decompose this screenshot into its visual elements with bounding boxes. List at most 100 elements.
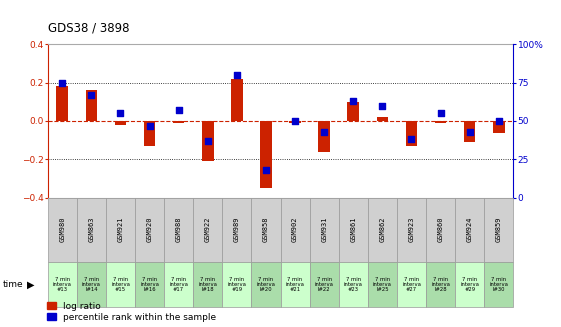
Text: GSM858: GSM858: [263, 217, 269, 242]
Text: GSM988: GSM988: [176, 217, 182, 242]
Point: [291, 118, 300, 124]
Point: [174, 108, 183, 113]
Bar: [280, 198, 310, 262]
Point: [261, 167, 270, 173]
Bar: [397, 262, 426, 307]
Bar: [114, 121, 126, 125]
Bar: [48, 262, 77, 307]
Bar: [484, 262, 513, 307]
Point: [378, 103, 387, 108]
Bar: [368, 262, 397, 307]
Bar: [406, 121, 417, 146]
Bar: [135, 198, 164, 262]
Text: GDS38 / 3898: GDS38 / 3898: [48, 21, 129, 34]
Bar: [193, 262, 222, 307]
Bar: [455, 198, 484, 262]
Text: time: time: [3, 280, 24, 289]
Bar: [222, 262, 251, 307]
Bar: [347, 102, 359, 121]
Bar: [339, 262, 368, 307]
Bar: [260, 121, 272, 188]
Bar: [289, 121, 301, 123]
Text: 7 min
interva
l#28: 7 min interva l#28: [431, 277, 450, 292]
Bar: [318, 121, 330, 152]
Text: 7 min
interva
#19: 7 min interva #19: [227, 277, 246, 292]
Bar: [251, 198, 280, 262]
Text: 7 min
interva
l#16: 7 min interva l#16: [140, 277, 159, 292]
Point: [320, 129, 329, 134]
Point: [494, 118, 503, 124]
Text: 7 min
interva
#29: 7 min interva #29: [460, 277, 479, 292]
Text: 7 min
interva
#17: 7 min interva #17: [169, 277, 188, 292]
Bar: [106, 198, 135, 262]
Bar: [164, 198, 193, 262]
Bar: [426, 262, 455, 307]
Bar: [310, 262, 339, 307]
Bar: [484, 198, 513, 262]
Text: GSM859: GSM859: [496, 217, 502, 242]
Point: [436, 111, 445, 116]
Point: [145, 123, 154, 128]
Bar: [222, 198, 251, 262]
Point: [116, 111, 125, 116]
Bar: [48, 198, 77, 262]
Bar: [202, 121, 214, 161]
Text: 7 min
interva
l#20: 7 min interva l#20: [256, 277, 275, 292]
Text: 7 min
interva
l#22: 7 min interva l#22: [315, 277, 334, 292]
Bar: [77, 198, 106, 262]
Text: GSM862: GSM862: [379, 217, 385, 242]
Bar: [231, 79, 243, 121]
Point: [58, 80, 67, 85]
Point: [349, 98, 358, 104]
Point: [465, 129, 474, 134]
Text: GSM861: GSM861: [350, 217, 356, 242]
Bar: [339, 198, 368, 262]
Text: ▶: ▶: [27, 280, 34, 289]
Bar: [77, 262, 106, 307]
Text: GSM924: GSM924: [467, 217, 473, 242]
Bar: [376, 117, 388, 121]
Text: GSM921: GSM921: [117, 217, 123, 242]
Bar: [368, 198, 397, 262]
Bar: [106, 262, 135, 307]
Text: GSM980: GSM980: [59, 217, 65, 242]
Bar: [426, 198, 455, 262]
Bar: [280, 262, 310, 307]
Text: 7 min
interva
l#25: 7 min interva l#25: [373, 277, 392, 292]
Point: [232, 72, 241, 77]
Bar: [144, 121, 155, 146]
Bar: [455, 262, 484, 307]
Bar: [310, 198, 339, 262]
Text: GSM931: GSM931: [321, 217, 327, 242]
Text: 7 min
interva
#21: 7 min interva #21: [286, 277, 305, 292]
Text: 7 min
interva
#13: 7 min interva #13: [53, 277, 72, 292]
Bar: [193, 198, 222, 262]
Bar: [435, 121, 447, 123]
Text: 7 min
interva
l#30: 7 min interva l#30: [489, 277, 508, 292]
Text: GSM863: GSM863: [88, 217, 94, 242]
Text: GSM860: GSM860: [438, 217, 444, 242]
Point: [87, 92, 96, 97]
Text: GSM902: GSM902: [292, 217, 298, 242]
Bar: [135, 262, 164, 307]
Point: [203, 138, 212, 144]
Text: 7 min
interva
l#18: 7 min interva l#18: [198, 277, 217, 292]
Text: 7 min
interva
#27: 7 min interva #27: [402, 277, 421, 292]
Bar: [464, 121, 476, 142]
Text: 7 min
interva
#23: 7 min interva #23: [344, 277, 363, 292]
Text: GSM922: GSM922: [205, 217, 211, 242]
Text: GSM923: GSM923: [408, 217, 415, 242]
Text: GSM989: GSM989: [234, 217, 240, 242]
Bar: [85, 90, 97, 121]
Text: GSM920: GSM920: [146, 217, 153, 242]
Text: 7 min
interva
l#14: 7 min interva l#14: [82, 277, 101, 292]
Legend: log ratio, percentile rank within the sample: log ratio, percentile rank within the sa…: [47, 301, 217, 322]
Bar: [164, 262, 193, 307]
Bar: [493, 121, 504, 132]
Bar: [397, 198, 426, 262]
Point: [407, 137, 416, 142]
Text: 7 min
interva
#15: 7 min interva #15: [111, 277, 130, 292]
Bar: [173, 121, 185, 123]
Bar: [57, 86, 68, 121]
Bar: [251, 262, 280, 307]
